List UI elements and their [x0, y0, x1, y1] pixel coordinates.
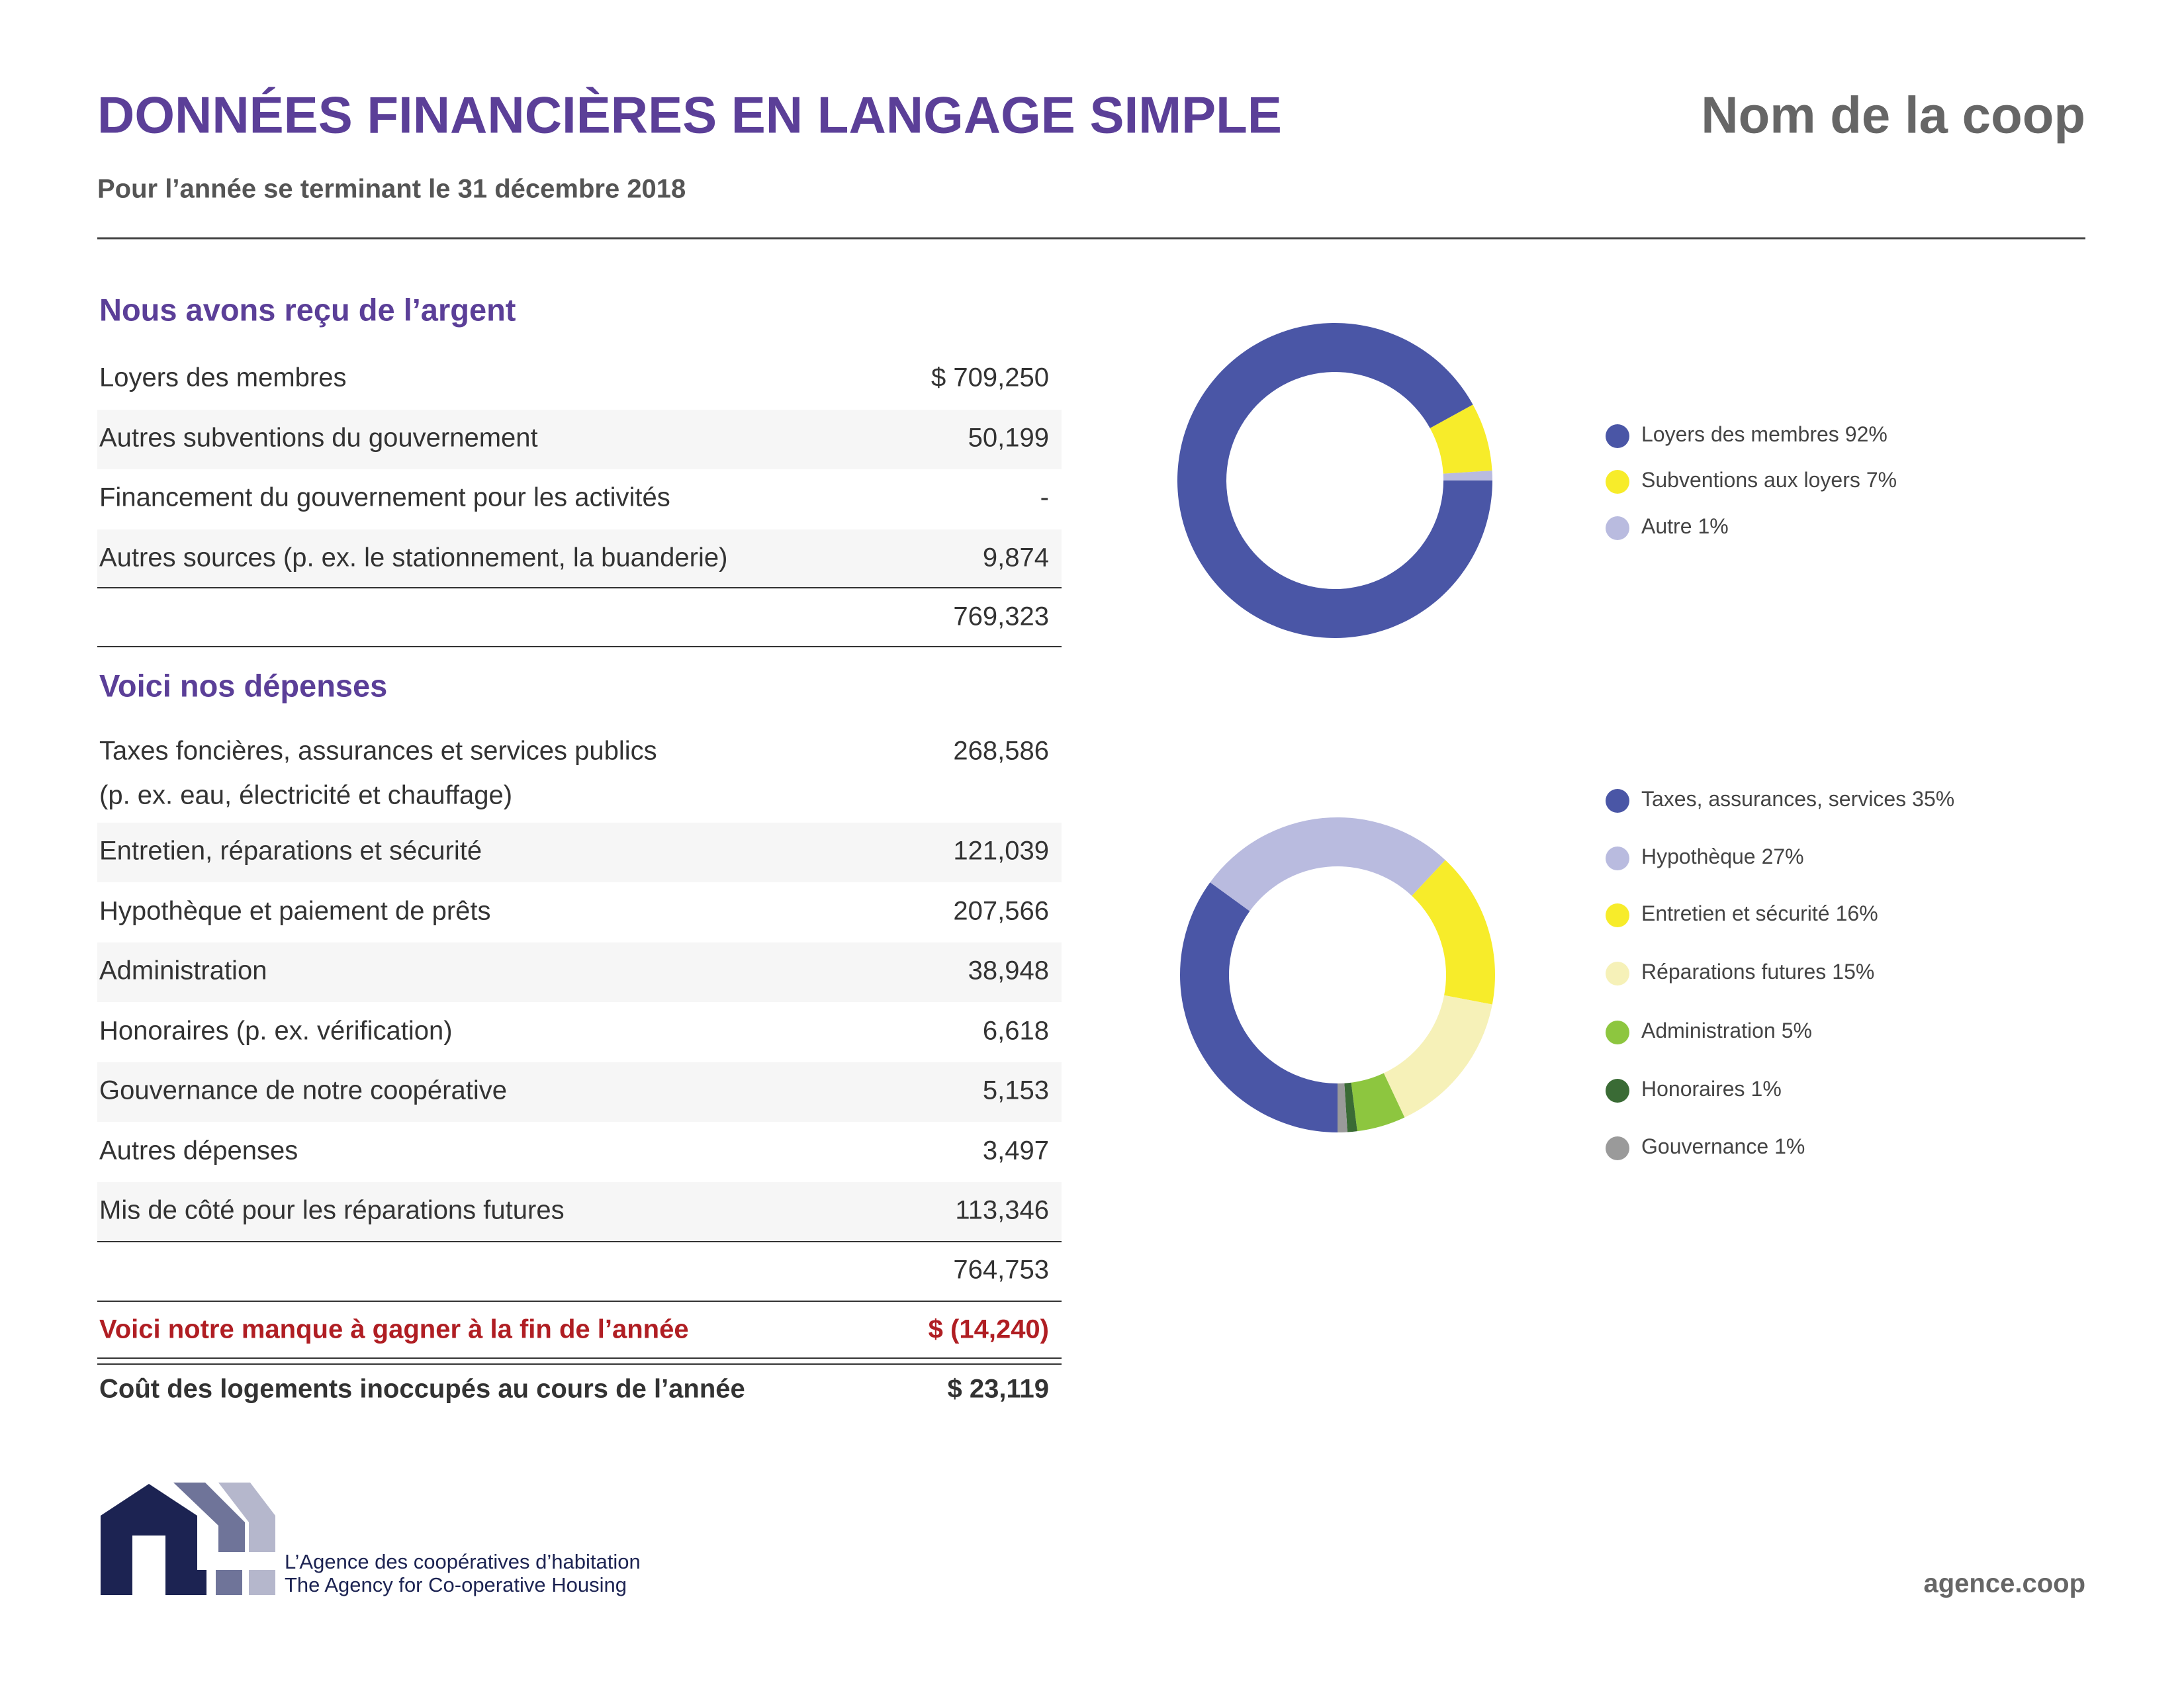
- row-bg: [97, 1062, 1062, 1122]
- row-label: Taxes foncières, assurances et services …: [99, 737, 657, 766]
- legend-value: 1%: [1774, 1134, 1805, 1158]
- donut-segment: [1351, 1073, 1405, 1132]
- row-amount: 268,586: [953, 737, 1049, 766]
- legend-name: Autre: [1641, 514, 1692, 538]
- legend-swatch: [1606, 847, 1629, 870]
- legend-swatch: [1606, 1136, 1629, 1160]
- donut-segment: [1344, 1082, 1357, 1132]
- vacancy-amount: $ 23,119: [948, 1375, 1050, 1404]
- row-amount: 50,199: [968, 424, 1049, 453]
- row-bg: [97, 823, 1062, 882]
- row-bg: [97, 529, 1062, 589]
- row-label: Mis de côté pour les réparations futures: [99, 1196, 565, 1225]
- row-amount: $ 709,250: [931, 363, 1049, 392]
- row-amount: 207,566: [953, 897, 1049, 926]
- legend-name: Gouvernance: [1641, 1134, 1768, 1158]
- logo-text: The Agency for Co-operative Housing: [285, 1573, 627, 1596]
- legend-name: Honoraires: [1641, 1077, 1745, 1101]
- deficit-amount: $ (14,240): [929, 1315, 1049, 1344]
- legend-swatch: [1606, 1021, 1629, 1044]
- row-label: Honoraires (p. ex. vérification): [99, 1017, 453, 1046]
- legend-label: Gouvernance 1%: [1641, 1134, 1805, 1158]
- legend-name: Taxes, assurances, services: [1641, 787, 1906, 811]
- legend-value: 15%: [1832, 960, 1874, 984]
- section-heading: Nous avons reçu de l’argent: [99, 292, 516, 327]
- legend-label: Autre 1%: [1641, 514, 1729, 538]
- legend-name: Subventions aux loyers: [1641, 468, 1860, 492]
- legend-value: 16%: [1836, 901, 1878, 925]
- row-amount: 113,346: [955, 1196, 1049, 1225]
- legend-label: Taxes, assurances, services 35%: [1641, 787, 1954, 811]
- legend-name: Loyers des membres: [1641, 422, 1839, 446]
- row-label: Loyers des membres: [99, 363, 346, 392]
- title: DONNÉES FINANCIÈRES EN LANGAGE SIMPLE: [97, 86, 1282, 144]
- legend-value: 5%: [1782, 1019, 1812, 1042]
- donut-segment: [1430, 404, 1492, 474]
- row-label: (p. ex. eau, électricité et chauffage): [99, 781, 512, 810]
- donut-segment: [1177, 323, 1492, 639]
- donut-segment: [1338, 1083, 1347, 1132]
- legend-label: Hypothèque 27%: [1641, 845, 1804, 868]
- legend-name: Réparations futures: [1641, 960, 1826, 984]
- row-amount: 121,039: [953, 837, 1049, 866]
- row-bg: [97, 1182, 1062, 1242]
- row-bg: [97, 942, 1062, 1002]
- row-label: Autres dépenses: [99, 1136, 298, 1166]
- row-bg: [97, 410, 1062, 469]
- row-amount: 38,948: [968, 956, 1049, 986]
- row-amount: 3,497: [983, 1136, 1049, 1166]
- row-amount: 9,874: [983, 543, 1049, 573]
- legend-swatch: [1606, 903, 1629, 927]
- row-label: Gouvernance de notre coopérative: [99, 1076, 507, 1105]
- donut-segment: [1180, 882, 1338, 1132]
- website: agence.coop: [1923, 1569, 2085, 1598]
- legend-swatch: [1606, 470, 1629, 494]
- row-label: Administration: [99, 956, 267, 986]
- donut-segment: [1412, 860, 1496, 1005]
- legend-value: 27%: [1762, 845, 1804, 868]
- total: 764,753: [953, 1256, 1049, 1285]
- logo-text: L’Agence des coopératives d’habitation: [285, 1550, 641, 1573]
- legend-value: 92%: [1845, 422, 1888, 446]
- legend-value: 35%: [1912, 787, 1954, 811]
- row-label: Entretien, réparations et sécurité: [99, 837, 482, 866]
- donut-segment: [1210, 817, 1445, 911]
- section-heading: Voici nos dépenses: [99, 668, 387, 703]
- row-label: Financement du gouvernement pour les act…: [99, 483, 670, 512]
- legend-value: 1%: [1751, 1077, 1782, 1101]
- legend-swatch: [1606, 1079, 1629, 1103]
- legend-label: Honoraires 1%: [1641, 1077, 1782, 1101]
- legend-label: Loyers des membres 92%: [1641, 422, 1888, 446]
- legend-name: Entretien et sécurité: [1641, 901, 1830, 925]
- legend-swatch: [1606, 789, 1629, 813]
- row-amount: 5,153: [983, 1076, 1049, 1105]
- row-label: Autres sources (p. ex. le stationnement,…: [99, 543, 727, 573]
- vacancy-label: Coût des logements inoccupés au cours de…: [99, 1375, 745, 1404]
- donut-segment: [1383, 995, 1492, 1118]
- row-label: Autres subventions du gouvernement: [99, 424, 538, 453]
- row-label: Hypothèque et paiement de prêts: [99, 897, 491, 926]
- legend-swatch: [1606, 424, 1629, 448]
- deficit-label: Voici notre manque à gagner à la fin de …: [99, 1315, 689, 1344]
- legend-swatch: [1606, 962, 1629, 986]
- legend-name: Administration: [1641, 1019, 1776, 1042]
- legend-value: 7%: [1866, 468, 1897, 492]
- donut-segment: [1443, 471, 1492, 481]
- legend-name: Hypothèque: [1641, 845, 1756, 868]
- row-amount: -: [1040, 483, 1049, 512]
- legend-value: 1%: [1698, 514, 1728, 538]
- legend-label: Administration 5%: [1641, 1019, 1812, 1042]
- legend-label: Entretien et sécurité 16%: [1641, 901, 1878, 925]
- coop-name: Nom de la coop: [1701, 86, 2085, 144]
- row-amount: 6,618: [983, 1017, 1049, 1046]
- logo: [101, 1483, 275, 1595]
- subtitle: Pour l’année se terminant le 31 décembre…: [97, 175, 686, 204]
- legend-swatch: [1606, 516, 1629, 540]
- total: 769,323: [953, 602, 1049, 631]
- legend-label: Réparations futures 15%: [1641, 960, 1874, 984]
- legend-label: Subventions aux loyers 7%: [1641, 468, 1897, 492]
